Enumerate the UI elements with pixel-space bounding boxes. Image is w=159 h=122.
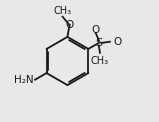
Text: O: O	[113, 37, 121, 47]
Text: CH₃: CH₃	[91, 56, 109, 66]
Text: CH₃: CH₃	[53, 6, 72, 16]
Text: O: O	[92, 25, 100, 35]
Text: O: O	[65, 20, 74, 30]
Text: S: S	[95, 38, 102, 48]
Text: H₂N: H₂N	[14, 75, 34, 85]
